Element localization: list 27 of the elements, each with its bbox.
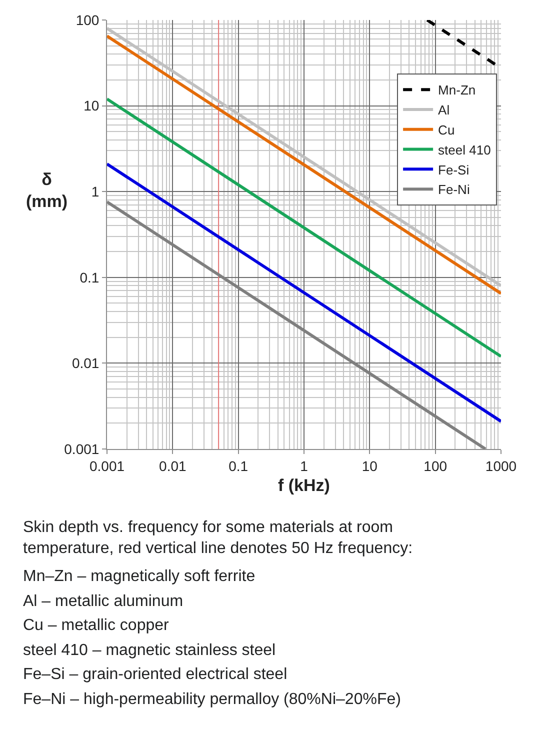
x-tick-label: 0.01 <box>159 458 187 474</box>
x-tick-label: 0.1 <box>228 458 248 474</box>
legend-label: steel 410 <box>438 142 491 158</box>
text: Skin depth vs. frequency for some materials at room temperature, red vertical line denotes 50 Hz frequency: <box>23 519 413 557</box>
x-tick-label: 1 <box>300 458 308 474</box>
text: steel 410 – magnetic stainless steel <box>23 642 276 659</box>
y-axis-title: δ (mm) <box>26 170 68 212</box>
x-tick-label: 10 <box>362 458 378 474</box>
legend-label: Fe-Si <box>438 162 470 178</box>
y-tick-label: 0.1 <box>80 269 100 286</box>
text: Al – metallic aluminum <box>23 593 184 610</box>
legend-label: Cu <box>438 122 455 138</box>
text: Fe–Ni – high-permeability permalloy (80%Ni–20%Fe) <box>23 691 401 708</box>
legend-label: Mn-Zn <box>438 82 476 98</box>
text: Mn–Zn – magnetically soft ferrite <box>23 568 256 585</box>
y-tick-label: 100 <box>76 12 100 28</box>
legend-label: Al <box>438 102 450 118</box>
text: Fe–Si – grain-oriented electrical steel <box>23 666 288 683</box>
legend-label: Fe-Ni <box>438 182 470 198</box>
y-tick-label: 1 <box>91 184 100 200</box>
text: Cu – metallic copper <box>23 617 170 634</box>
x-tick-label: 1000 <box>485 458 517 474</box>
x-tick-label: 100 <box>424 458 448 474</box>
y-tick-label: 0.01 <box>72 355 100 372</box>
y-tick-label: 10 <box>84 98 100 114</box>
x-axis-title: f (kHz) <box>278 476 330 496</box>
y-tick-label: 0.001 <box>64 440 100 457</box>
